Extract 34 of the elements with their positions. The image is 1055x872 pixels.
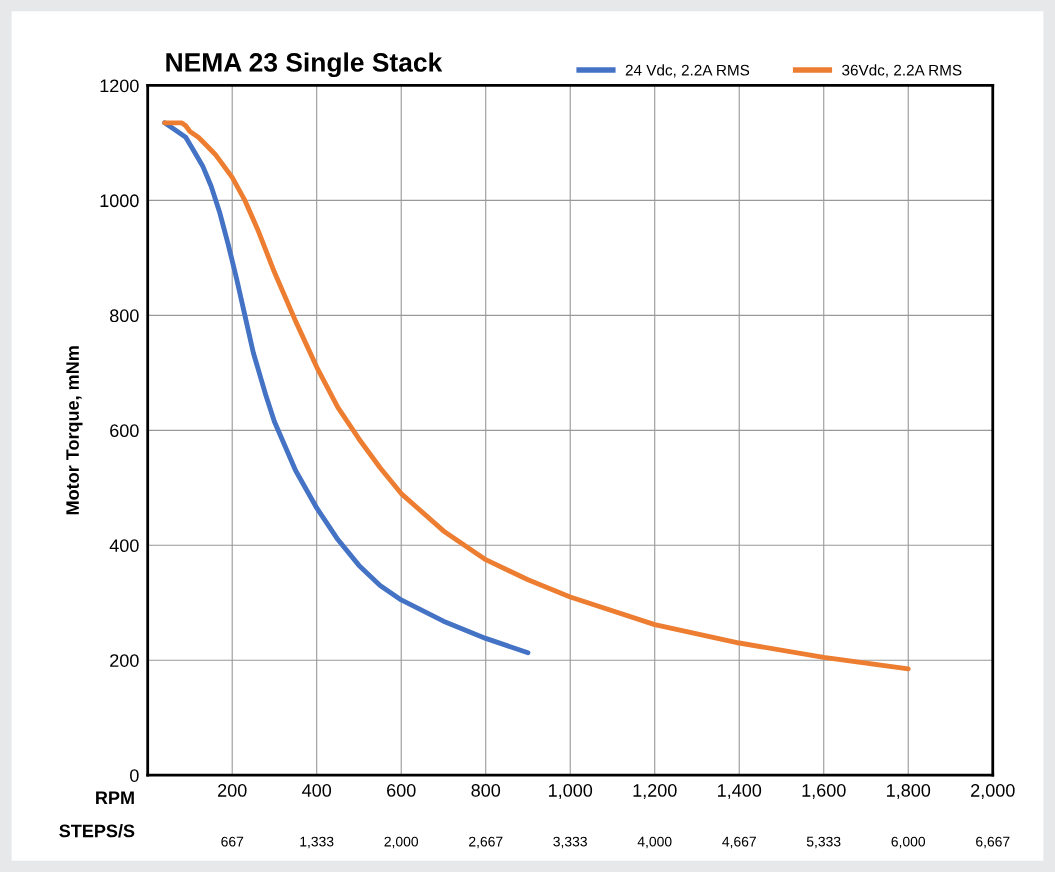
x-tick-label: 2,000 bbox=[971, 784, 1015, 799]
chart-title: NEMA 23 Single Stack bbox=[166, 52, 443, 78]
x2-tick-label: 5,333 bbox=[806, 836, 841, 849]
y-axis-title: Motor Torque, mNm bbox=[66, 346, 83, 515]
x2-tick-label: 1,333 bbox=[300, 836, 334, 849]
x-tick-label: 1,400 bbox=[718, 784, 762, 799]
y-tick-label: 1000 bbox=[100, 194, 139, 208]
x-tick-label: 800 bbox=[471, 784, 501, 797]
y-tick-label: 200 bbox=[110, 654, 139, 667]
x2-tick-label: 667 bbox=[221, 836, 244, 847]
line-series bbox=[162, 120, 911, 672]
legend-label: 36Vdc, 2.2A RMS bbox=[842, 64, 962, 78]
y-tick-label: 0 bbox=[130, 769, 139, 782]
x2-tick-label: 4,000 bbox=[637, 836, 672, 849]
y-tick-label: 1200 bbox=[100, 79, 139, 93]
x2-tick-label: 6,667 bbox=[976, 836, 1010, 849]
x2-tick-label: 2,667 bbox=[469, 836, 503, 849]
x2-tick-label: 4,667 bbox=[722, 836, 756, 849]
x-tick-label: 400 bbox=[302, 784, 332, 797]
x-axis-title: RPM bbox=[96, 791, 134, 805]
x-tick-label: 600 bbox=[387, 784, 416, 797]
x-tick-label: 1,600 bbox=[802, 784, 846, 799]
x-tick-label: 1,000 bbox=[549, 784, 593, 799]
legend-label: 24 Vdc, 2.2A RMS bbox=[625, 64, 750, 78]
x2-axis-title: STEPS/S bbox=[59, 824, 135, 838]
x2-tick-label: 2,000 bbox=[384, 836, 419, 849]
x2-tick-label: 6,000 bbox=[891, 836, 926, 849]
y-tick-label: 800 bbox=[110, 309, 139, 323]
x-tick-label: 1,200 bbox=[633, 784, 677, 799]
y-tick-label: 600 bbox=[110, 424, 139, 438]
x-tick-label: 200 bbox=[218, 784, 247, 797]
x-tick-label: 1,800 bbox=[887, 784, 931, 799]
x2-tick-label: 3,333 bbox=[553, 836, 587, 849]
y-tick-label: 400 bbox=[109, 539, 139, 553]
